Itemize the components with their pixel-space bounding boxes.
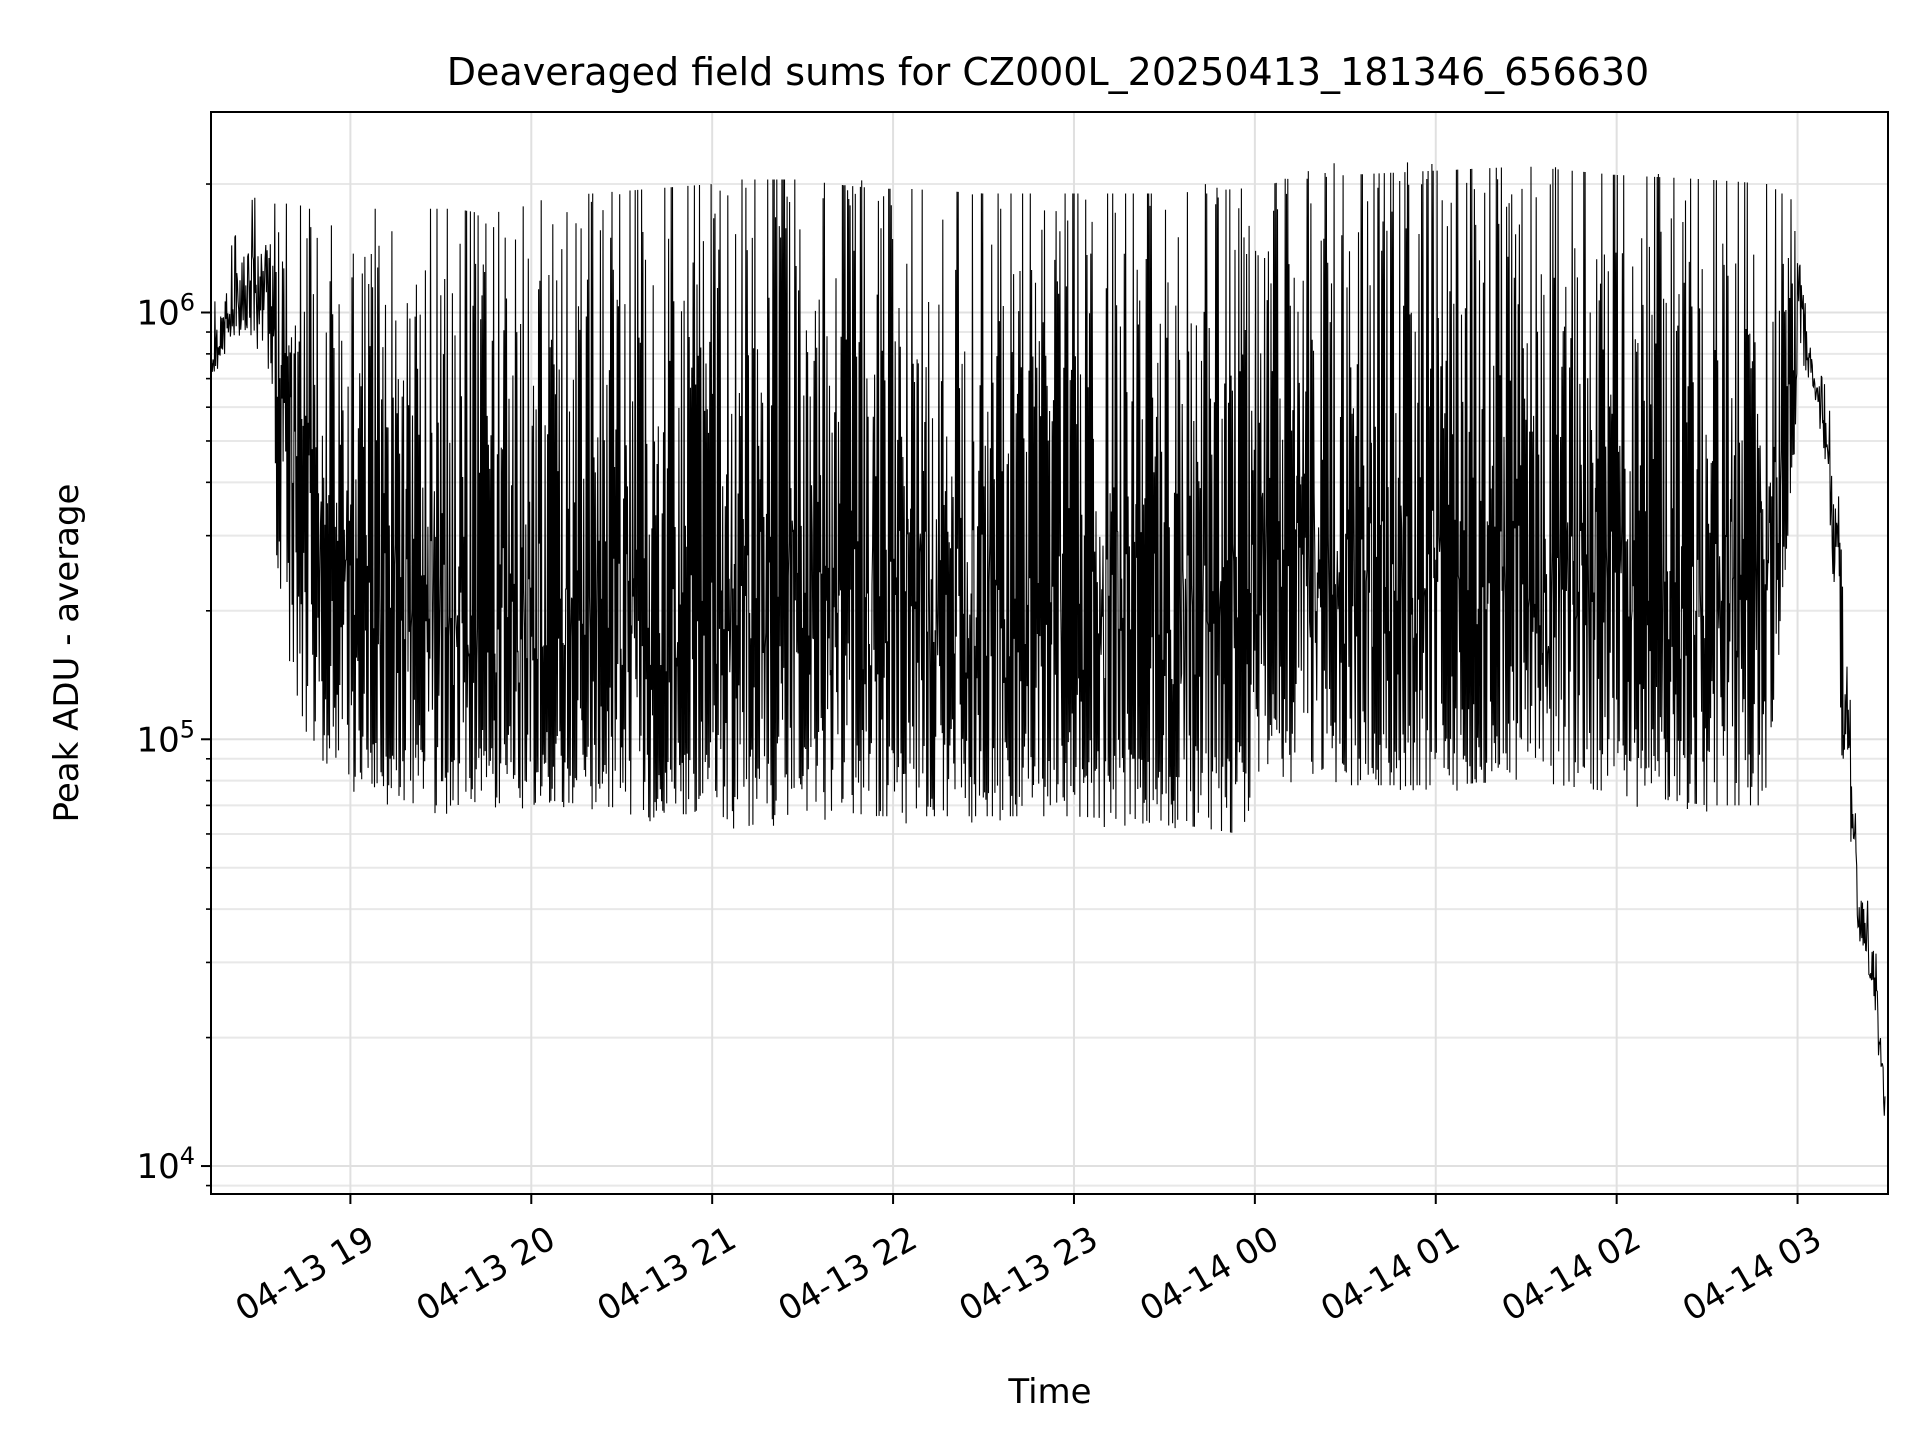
y-axis-label: Peak ADU - average: [47, 484, 87, 823]
series-line: [211, 162, 1886, 1116]
y-axis-ticks: 104 105 106: [136, 183, 211, 1187]
y-tick-label: 106: [136, 289, 195, 334]
x-axis-label: Time: [1007, 1372, 1091, 1412]
plot-frame: [210, 111, 1889, 1195]
y-tick-label: 105: [136, 715, 195, 760]
chart-title: Deaveraged field sums for CZ000L_2025041…: [447, 50, 1649, 94]
y-tick-label: 104: [136, 1142, 195, 1187]
